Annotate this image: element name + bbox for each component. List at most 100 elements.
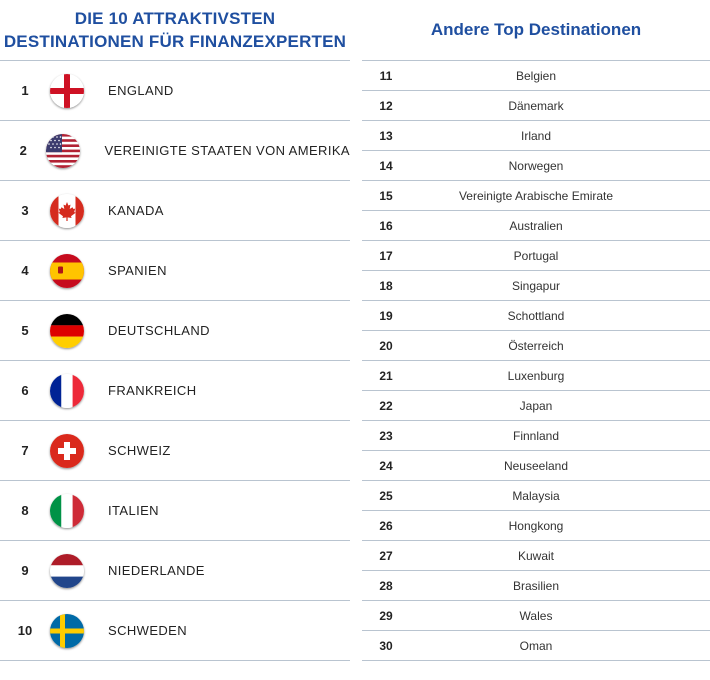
top-ten-row: 5 DEUTSCHLAND bbox=[0, 301, 350, 361]
country-name: SCHWEIZ bbox=[108, 443, 171, 458]
switzerland-flag-icon bbox=[50, 433, 84, 468]
country-name: KANADA bbox=[108, 203, 164, 218]
spain-flag-icon bbox=[50, 253, 84, 288]
rank-number: 18 bbox=[379, 278, 393, 293]
england-flag-icon bbox=[50, 73, 84, 108]
rank-number: 19 bbox=[379, 308, 393, 323]
top-ten-row: 6 FRANKREICH bbox=[0, 361, 350, 421]
rank-number: 1 bbox=[21, 83, 29, 98]
other-destinations-list: 11 Belgien 12 Dänemark 13 Irland 14 Norwegen 15 V… bbox=[362, 60, 710, 661]
other-destination-row: 28 Brasilien bbox=[362, 571, 710, 601]
other-destination-row: 22 Japan bbox=[362, 391, 710, 421]
rank-number: 16 bbox=[379, 218, 393, 233]
country-name: DEUTSCHLAND bbox=[108, 323, 210, 338]
france-flag-icon bbox=[50, 373, 84, 408]
destination-name: Vereinigte Arabische Emirate bbox=[458, 188, 614, 203]
top-ten-row: 8 ITALIEN bbox=[0, 481, 350, 541]
germany-flag-icon bbox=[50, 313, 84, 348]
top-ten-row: 7 SCHWEIZ bbox=[0, 421, 350, 481]
rank-number: 20 bbox=[379, 338, 393, 353]
rank-number: 3 bbox=[21, 203, 29, 218]
top-ten-title: DIE 10 ATTRAKTIVSTEN DESTINATIONEN FÜR F… bbox=[0, 0, 350, 60]
rank-number: 11 bbox=[379, 68, 393, 83]
rank-number: 22 bbox=[379, 398, 393, 413]
other-destinations-panel: Andere Top Destinationen 11 Belgien 12 Däne… bbox=[362, 0, 710, 661]
destination-name: Norwegen bbox=[508, 158, 564, 173]
destination-name: Oman bbox=[519, 638, 553, 653]
rank-number: 2 bbox=[19, 143, 27, 158]
top-ten-row: 2 VEREINIGTE STAATEN VON AMER bbox=[0, 121, 350, 181]
country-name: ENGLAND bbox=[108, 83, 174, 98]
other-destination-row: 27 Kuwait bbox=[362, 541, 710, 571]
destination-name: Dänemark bbox=[508, 98, 564, 113]
top-ten-row: 1 ENGLAND bbox=[0, 61, 350, 121]
rank-number: 7 bbox=[21, 443, 29, 458]
country-name: SPANIEN bbox=[108, 263, 167, 278]
destination-name: Österreich bbox=[508, 338, 564, 353]
other-destination-row: 11 Belgien bbox=[362, 60, 710, 91]
destination-name: Kuwait bbox=[517, 548, 555, 563]
destination-name: Irland bbox=[520, 128, 552, 143]
other-destinations-title: Andere Top Destinationen bbox=[430, 20, 642, 39]
other-destination-row: 15 Vereinigte Arabische Emirate bbox=[362, 181, 710, 211]
other-destination-row: 20 Österreich bbox=[362, 331, 710, 361]
rank-number: 4 bbox=[21, 263, 29, 278]
top-ten-row: 4 SPANIEN bbox=[0, 241, 350, 301]
top-ten-title-line-1: DIE 10 ATTRAKTIVSTEN bbox=[74, 9, 276, 28]
rank-number: 27 bbox=[379, 548, 393, 563]
destination-name: Luxenburg bbox=[507, 368, 565, 383]
destination-name: Malaysia bbox=[512, 488, 560, 503]
rank-number: 10 bbox=[17, 623, 33, 638]
other-destination-row: 21 Luxenburg bbox=[362, 361, 710, 391]
top-ten-panel: DIE 10 ATTRAKTIVSTEN DESTINATIONEN FÜR F… bbox=[0, 0, 350, 661]
destination-name: Belgien bbox=[515, 68, 557, 83]
other-destination-row: 13 Irland bbox=[362, 121, 710, 151]
rank-number: 9 bbox=[21, 563, 29, 578]
other-destination-row: 23 Finnland bbox=[362, 421, 710, 451]
canada-flag-icon bbox=[50, 193, 84, 228]
sweden-flag-icon bbox=[50, 613, 84, 648]
destination-name: Neuseeland bbox=[503, 458, 569, 473]
rank-number: 17 bbox=[379, 248, 393, 263]
country-name: NIEDERLANDE bbox=[108, 563, 205, 578]
destination-name: Hongkong bbox=[508, 518, 564, 533]
destination-name: Portugal bbox=[513, 248, 559, 263]
other-destination-row: 25 Malaysia bbox=[362, 481, 710, 511]
top-ten-row: 3 KANADA bbox=[0, 181, 350, 241]
top-ten-row: 10 SCHWEDEN bbox=[0, 601, 350, 661]
rank-number: 29 bbox=[379, 608, 393, 623]
rank-number: 30 bbox=[379, 638, 393, 653]
country-name: SCHWEDEN bbox=[108, 623, 188, 638]
rank-number: 6 bbox=[21, 383, 29, 398]
rank-number: 5 bbox=[21, 323, 29, 338]
other-destination-row: 18 Singapur bbox=[362, 271, 710, 301]
netherlands-flag-icon bbox=[50, 553, 84, 588]
top-ten-title-line-2: DESTINATIONEN FÜR FINANZEXPERTEN bbox=[3, 32, 347, 51]
rank-number: 28 bbox=[379, 578, 393, 593]
other-destination-row: 19 Schottland bbox=[362, 301, 710, 331]
other-destination-row: 29 Wales bbox=[362, 601, 710, 631]
destination-name: Japan bbox=[519, 398, 553, 413]
rank-number: 26 bbox=[379, 518, 393, 533]
other-destination-row: 30 Oman bbox=[362, 631, 710, 661]
rank-number: 25 bbox=[379, 488, 393, 503]
rank-number: 8 bbox=[21, 503, 29, 518]
country-name: VEREINIGTE STAATEN VON AMERIKA bbox=[104, 143, 350, 158]
destination-name: Schottland bbox=[507, 308, 565, 323]
other-destination-row: 17 Portugal bbox=[362, 241, 710, 271]
other-destination-row: 24 Neuseeland bbox=[362, 451, 710, 481]
italy-flag-icon bbox=[50, 493, 84, 528]
destination-name: Singapur bbox=[511, 278, 561, 293]
destination-name: Wales bbox=[519, 608, 553, 623]
usa-flag-icon bbox=[46, 133, 81, 168]
rank-number: 12 bbox=[379, 98, 393, 113]
destination-name: Australien bbox=[509, 218, 563, 233]
country-name: ITALIEN bbox=[108, 503, 159, 518]
rank-number: 21 bbox=[379, 368, 393, 383]
other-destination-row: 26 Hongkong bbox=[362, 511, 710, 541]
country-name: FRANKREICH bbox=[108, 383, 197, 398]
top-ten-row: 9 NIEDERLANDE bbox=[0, 541, 350, 601]
other-destination-row: 12 Dänemark bbox=[362, 91, 710, 121]
other-destination-row: 16 Australien bbox=[362, 211, 710, 241]
rank-number: 14 bbox=[379, 158, 393, 173]
